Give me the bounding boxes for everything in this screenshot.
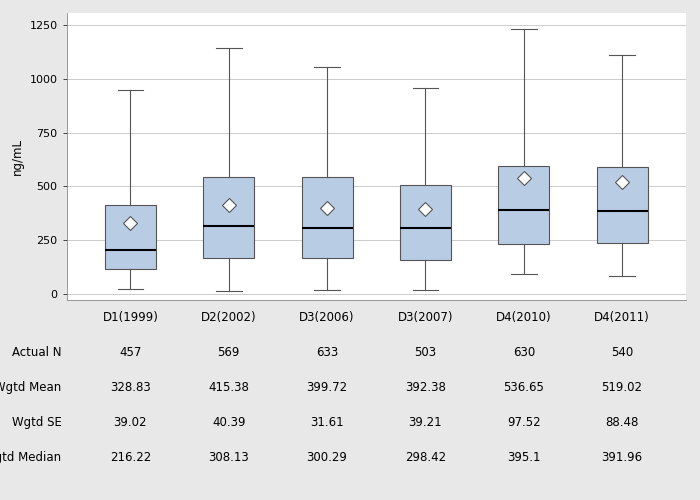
Text: 216.22: 216.22 [110, 451, 151, 464]
Text: 519.02: 519.02 [601, 381, 643, 394]
Text: D2(2002): D2(2002) [201, 311, 257, 324]
Text: 300.29: 300.29 [307, 451, 347, 464]
Y-axis label: ng/mL: ng/mL [10, 138, 24, 175]
Text: D3(2007): D3(2007) [398, 311, 453, 324]
Text: 31.61: 31.61 [310, 416, 344, 429]
Text: Wgtd SE: Wgtd SE [12, 416, 62, 429]
Text: 308.13: 308.13 [209, 451, 249, 464]
Text: 399.72: 399.72 [307, 381, 348, 394]
Text: 415.38: 415.38 [209, 381, 249, 394]
Text: 536.65: 536.65 [503, 381, 544, 394]
Text: D4(2011): D4(2011) [594, 311, 650, 324]
Text: D1(1999): D1(1999) [102, 311, 158, 324]
Text: 569: 569 [218, 346, 240, 359]
PathPatch shape [596, 167, 648, 243]
Text: 298.42: 298.42 [405, 451, 446, 464]
Text: 39.21: 39.21 [409, 416, 442, 429]
PathPatch shape [400, 185, 451, 260]
PathPatch shape [203, 176, 254, 258]
Text: Wgtd Mean: Wgtd Mean [0, 381, 62, 394]
Text: Wgtd Median: Wgtd Median [0, 451, 62, 464]
Text: 88.48: 88.48 [606, 416, 639, 429]
Text: 97.52: 97.52 [507, 416, 540, 429]
Text: Actual N: Actual N [12, 346, 62, 359]
Text: D4(2010): D4(2010) [496, 311, 552, 324]
Text: 457: 457 [119, 346, 141, 359]
PathPatch shape [498, 166, 550, 244]
Text: 540: 540 [611, 346, 634, 359]
Text: 39.02: 39.02 [113, 416, 147, 429]
Text: 328.83: 328.83 [110, 381, 150, 394]
PathPatch shape [105, 204, 156, 269]
Text: 391.96: 391.96 [601, 451, 643, 464]
PathPatch shape [302, 176, 353, 258]
Text: 633: 633 [316, 346, 338, 359]
Text: 395.1: 395.1 [507, 451, 540, 464]
Text: D3(2006): D3(2006) [300, 311, 355, 324]
Text: 503: 503 [414, 346, 437, 359]
Text: 40.39: 40.39 [212, 416, 246, 429]
Text: 392.38: 392.38 [405, 381, 446, 394]
Text: 630: 630 [512, 346, 535, 359]
